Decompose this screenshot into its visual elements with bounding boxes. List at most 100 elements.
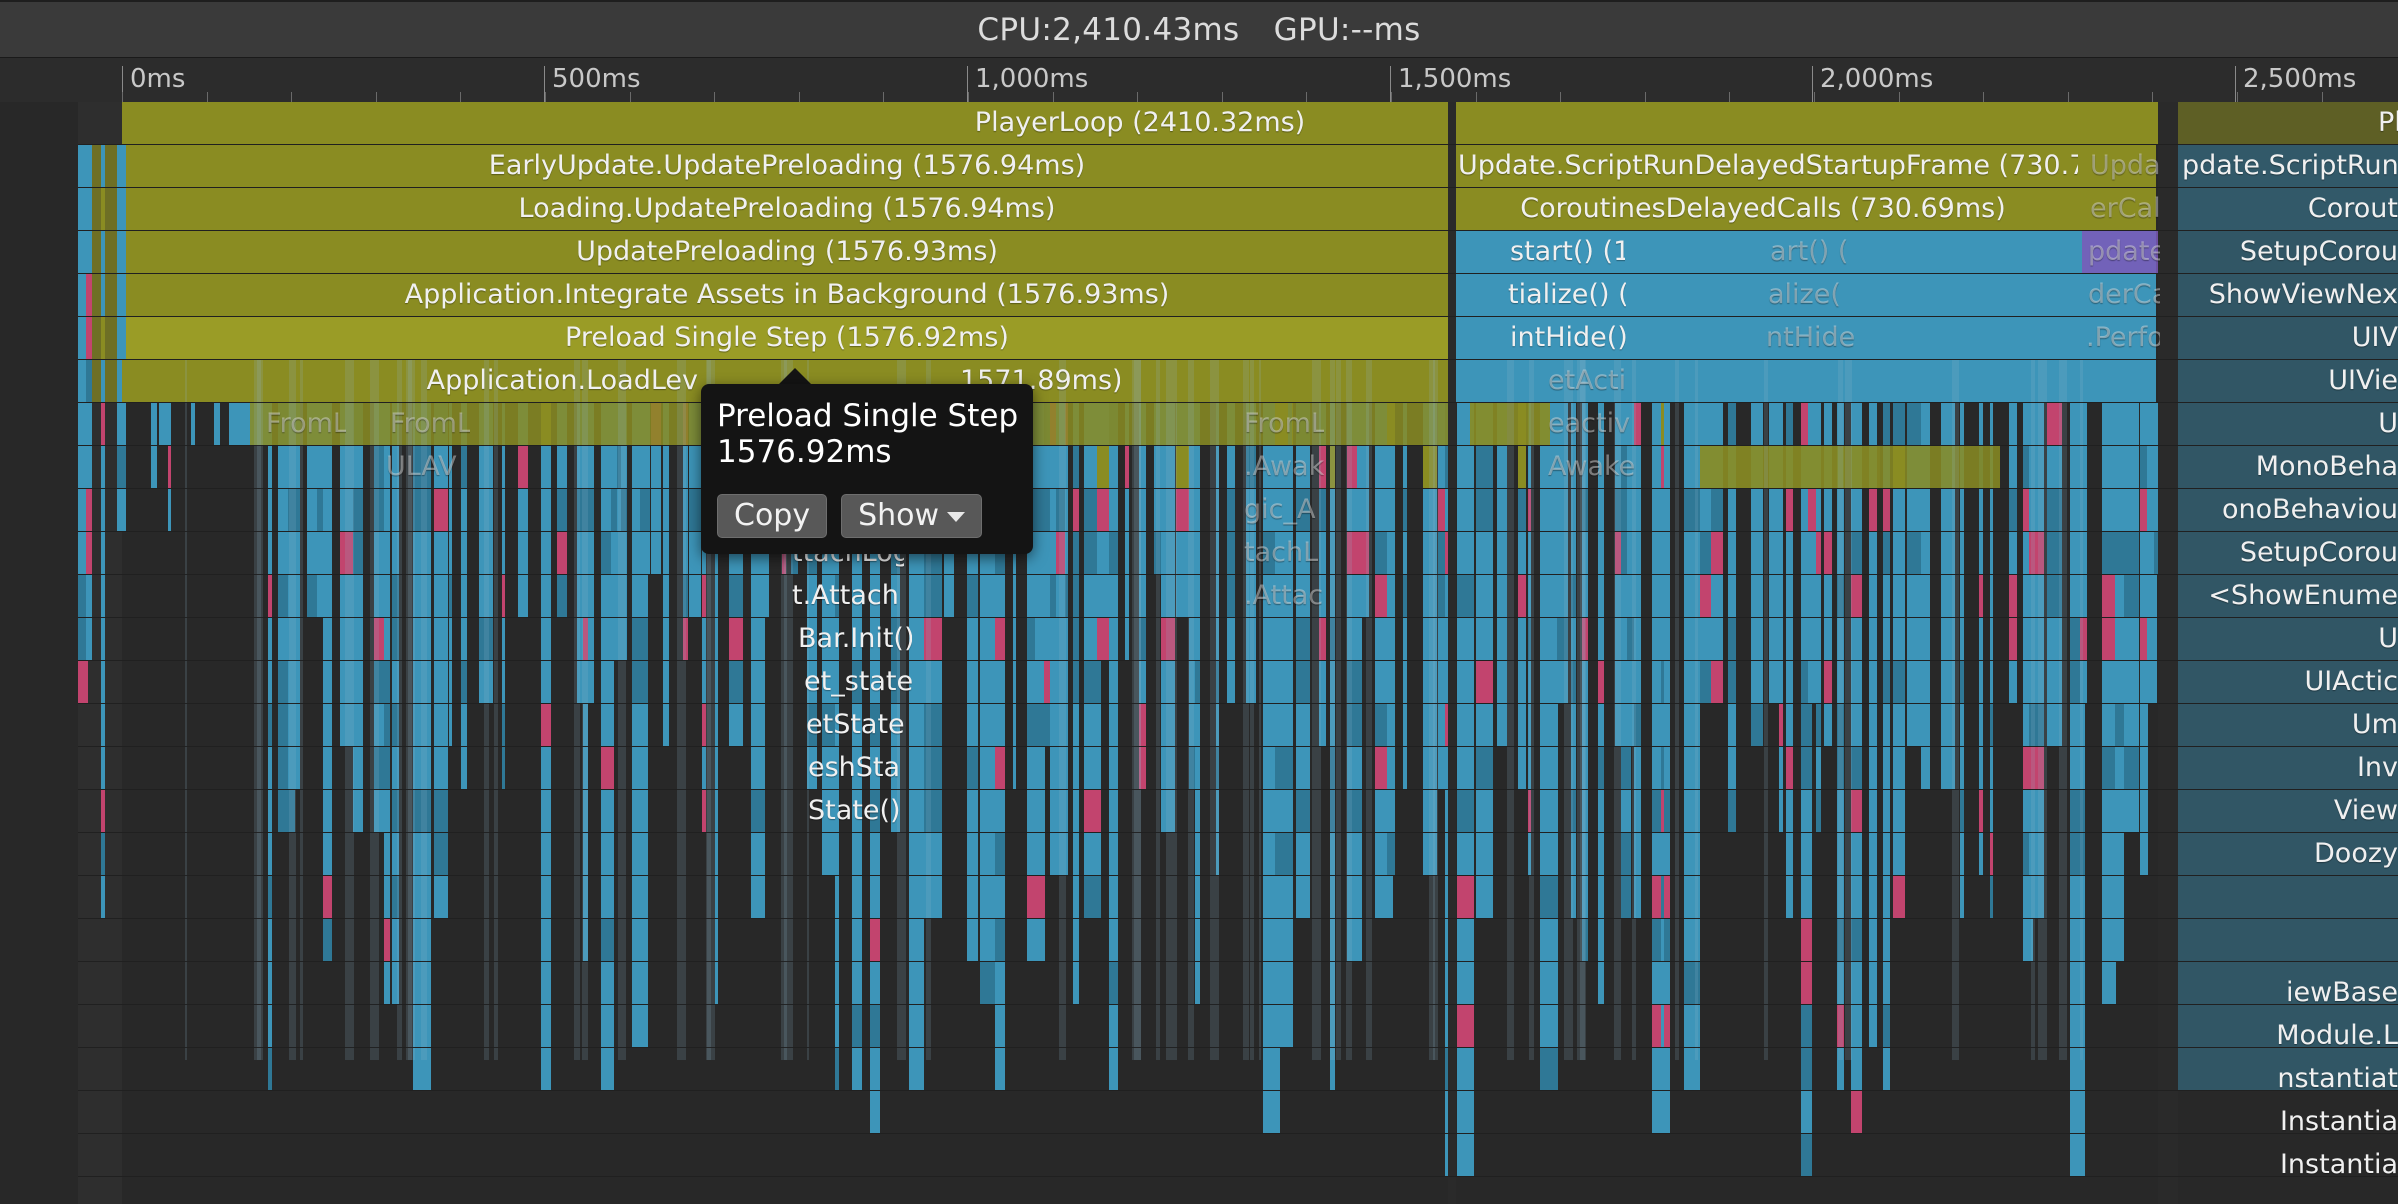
flame-block [323, 790, 332, 832]
show-dropdown-button[interactable]: Show [841, 494, 983, 538]
flame-block [1990, 618, 1993, 660]
bar-onobehaviou-right[interactable]: onoBehaviou [2221, 494, 2398, 525]
flame-block [1044, 704, 1055, 746]
flame-block [1528, 618, 1531, 660]
flame-block-next-frame [2160, 833, 2398, 875]
bar-etstate-2[interactable]: etState [806, 709, 905, 740]
bar-art[interactable]: art() ( [1770, 236, 1849, 267]
flame-highlight [677, 360, 686, 1060]
bar-state[interactable]: State() [808, 795, 901, 826]
flame-block [852, 661, 862, 703]
flame-block [2102, 618, 2116, 660]
flame-chart[interactable]: PlayerLoop (2410.32ms) Pl EarlyUpdate.Up… [0, 102, 2398, 1204]
flame-block [1824, 403, 1832, 445]
bar-loadlevel[interactable]: Application.LoadLev [426, 365, 698, 396]
bar-showviewnex-right[interactable]: ShowViewNex [2208, 279, 2398, 310]
bar-tialize[interactable]: tialize() ( [1508, 279, 1626, 310]
bar-eactiv[interactable]: eactiv [1548, 408, 1631, 439]
bar-attac[interactable]: .Attac [1244, 580, 1324, 611]
bar-froml-1[interactable]: FromL [266, 408, 346, 439]
bar-nthide[interactable]: ntHide [1766, 322, 1856, 353]
flame-block [461, 704, 467, 746]
flame-block [2009, 575, 2017, 617]
bar-playerloop-right[interactable]: Pl [2378, 107, 2398, 138]
flame-block [2029, 446, 2044, 488]
flame-block [751, 618, 765, 660]
bar-playerloop[interactable]: PlayerLoop (2410.32ms) [974, 107, 1306, 138]
bar-integrate[interactable]: Application.Integrate Assets in Backgrou… [404, 279, 1170, 310]
bar-uiv-right[interactable]: UIV [2351, 322, 2398, 353]
bar-gic-a[interactable]: gic_A [1244, 494, 1316, 525]
bar-u-right-2[interactable]: U [2378, 623, 2398, 654]
flame-block [1728, 661, 1736, 703]
bar-etacti[interactable]: etActi [1548, 365, 1627, 396]
bar-eshsta[interactable]: eshSta [808, 752, 901, 783]
flame-block [541, 790, 551, 832]
bar-alize[interactable]: alize( [1768, 279, 1841, 310]
bar-um-right[interactable]: Um [2351, 709, 2398, 740]
flame-block [1540, 532, 1558, 574]
flame-block [461, 575, 467, 617]
bar-view-right[interactable]: View [2333, 795, 2398, 826]
bar-froml-3[interactable]: FromL [1244, 408, 1324, 439]
bar-nstantia-right[interactable]: nstantiat [2277, 1063, 2398, 1094]
bar-tattach[interactable]: t.Attach [792, 580, 899, 611]
flame-graph-canvas[interactable] [0, 102, 2398, 1204]
flame-block [1837, 575, 1844, 617]
bar-inv-right[interactable]: Inv [2356, 752, 2398, 783]
bar-froml-2[interactable]: FromL [390, 408, 470, 439]
bar-doozy-right[interactable]: Doozy [2314, 838, 2398, 869]
bar-iewbase-right[interactable]: iewBase [2286, 977, 2398, 1008]
bar-awak[interactable]: .Awak [1244, 451, 1324, 482]
bar-ulav[interactable]: ULAV [386, 451, 457, 482]
flame-block [1423, 618, 1437, 660]
flame-block [268, 833, 272, 875]
bar-monobeha-right[interactable]: MonoBeha [2255, 451, 2398, 482]
bar-etstate[interactable]: et_state [804, 666, 914, 697]
bar-loading[interactable]: Loading.UpdatePreloading (1576.94ms) [518, 193, 1056, 224]
flame-block [1661, 704, 1664, 746]
flame-block [822, 704, 839, 746]
flame-block [268, 532, 272, 574]
bar-ercal[interactable]: erCal [2090, 193, 2160, 224]
bar-perfo[interactable]: .Perfo [2086, 322, 2160, 353]
bar-awake[interactable]: Awake [1548, 451, 1636, 482]
time-ruler[interactable]: 0ms 500ms 1,000ms 1,500ms 2,000ms 2,500m… [0, 58, 2398, 103]
bar-showenume-right[interactable]: <ShowEnume [2208, 580, 2398, 611]
bar-updatepreloading[interactable]: UpdatePreloading (1576.93ms) [576, 236, 998, 267]
bar-earlyupdate[interactable]: EarlyUpdate.UpdatePreloading (1576.94ms) [488, 150, 1086, 181]
flame-block [2070, 704, 2085, 746]
bar-uiactic-right[interactable]: UIActic [2304, 666, 2398, 697]
flame-block [683, 489, 688, 531]
flame-block [1330, 618, 1335, 660]
bar-derca[interactable]: derCa [2088, 279, 2160, 310]
bar-upda[interactable]: Upda [2090, 150, 2160, 181]
bar-inthide[interactable]: intHide() [1510, 322, 1628, 353]
bar-barinit[interactable]: Bar.Init() [798, 623, 912, 654]
flame-block [1684, 876, 1700, 918]
flame-block [2047, 704, 2062, 746]
bar-scriptrun[interactable]: Update.ScriptRunDelayedStartupFrame (730… [1458, 150, 2078, 181]
bar-u-right[interactable]: U [2378, 408, 2398, 439]
flame-block [1246, 489, 1256, 531]
bar-instantia-right-2[interactable]: Instantia [2279, 1149, 2398, 1180]
flame-block [1319, 532, 1326, 574]
bar-setupcorou-right[interactable]: SetupCorou [2239, 236, 2398, 267]
flame-row-separator [78, 703, 2398, 704]
flame-block [1403, 618, 1407, 660]
bar-instantia-right[interactable]: Instantia [2279, 1106, 2398, 1137]
bar-tachl[interactable]: tachL [1244, 537, 1319, 568]
bar-corout-right[interactable]: Corout [2307, 193, 2398, 224]
flame-block [86, 403, 92, 445]
bar-scriptrun-right[interactable]: pdate.ScriptRun [2182, 150, 2398, 181]
bar-module-right[interactable]: Module.L [2276, 1020, 2398, 1051]
bar-preloadsinglestep[interactable]: Preload Single Step (1576.92ms) [565, 322, 1009, 353]
flame-block [541, 747, 551, 789]
bar-start[interactable]: start() (1 [1510, 236, 1625, 267]
bar-coroutines[interactable]: CoroutinesDelayedCalls (730.69ms) [1520, 193, 2006, 224]
bar-uivie-right[interactable]: UIVie [2328, 365, 2398, 396]
bar-pdate[interactable]: pdate [2088, 236, 2160, 267]
copy-button[interactable]: Copy [717, 494, 828, 538]
bar-setupcorou-right-2[interactable]: SetupCorou [2239, 537, 2398, 568]
flame-block [651, 446, 661, 488]
